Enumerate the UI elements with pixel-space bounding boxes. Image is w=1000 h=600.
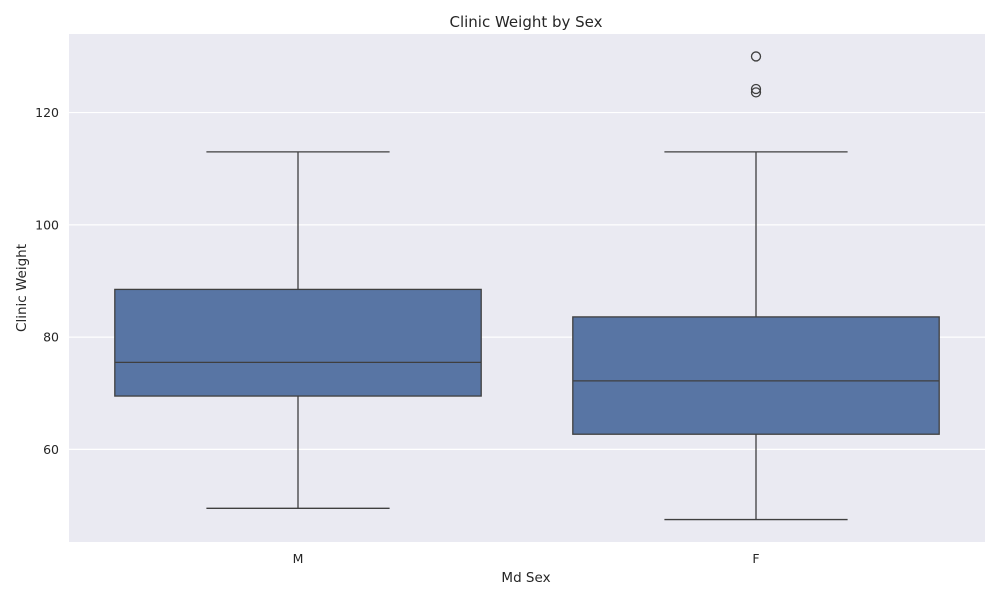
y-axis-label: Clinic Weight [14, 244, 30, 332]
x-tick-label: M [293, 551, 304, 566]
y-tick-label: 60 [43, 442, 59, 457]
box-F [572, 51, 940, 521]
x-axis-label: Md Sex [501, 570, 550, 586]
y-tick-label: 120 [35, 105, 59, 120]
y-tick-label: 100 [35, 217, 59, 232]
iqr-box [114, 288, 482, 397]
y-axis-ticks: 60 80 100 120 [35, 105, 59, 457]
outlier-point [750, 87, 762, 98]
y-tick-label: 80 [43, 330, 59, 345]
outlier-point [750, 83, 762, 95]
chart-title: Clinic Weight by Sex [449, 13, 602, 31]
x-tick-label: F [752, 551, 759, 566]
boxes [114, 51, 940, 521]
plot-area [69, 34, 985, 542]
iqr-box [572, 316, 940, 435]
outlier-point [750, 51, 762, 62]
box-M [114, 151, 482, 509]
